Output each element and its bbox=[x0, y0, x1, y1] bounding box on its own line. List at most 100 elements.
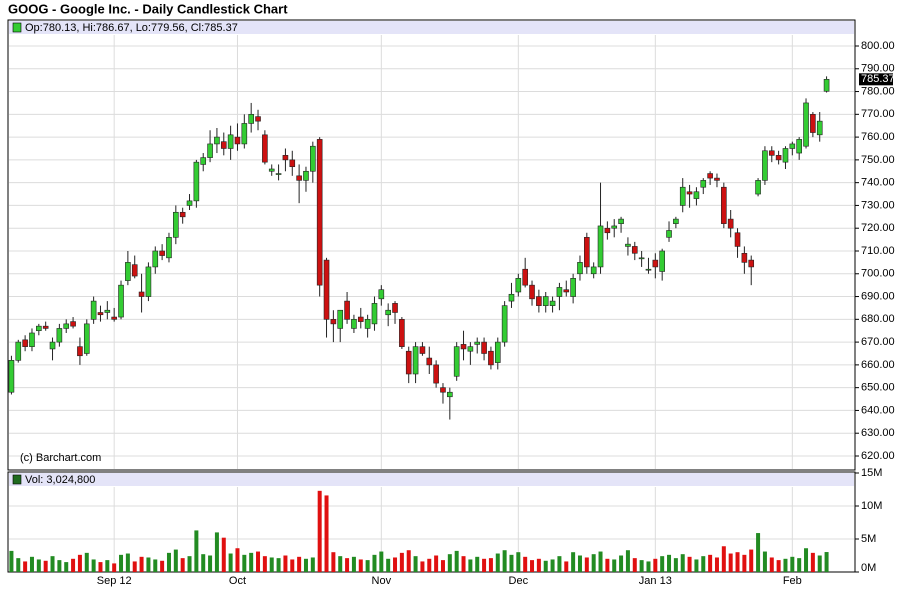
volume-bar bbox=[516, 552, 521, 572]
y-tick-label: 730.00 bbox=[861, 199, 895, 211]
x-tick-label: Feb bbox=[783, 575, 802, 587]
candle-body bbox=[481, 341, 487, 354]
chart-title: GOOG - Google Inc. - Daily Candlestick C… bbox=[8, 1, 288, 16]
volume-bar bbox=[262, 556, 267, 572]
volume-bar bbox=[77, 554, 82, 572]
candle-body bbox=[166, 237, 172, 259]
y-tick-label: 620.00 bbox=[861, 450, 895, 462]
y-tick-label: 690.00 bbox=[861, 290, 895, 302]
volume-bar bbox=[290, 559, 295, 572]
candle-body bbox=[447, 391, 453, 398]
candle-body bbox=[159, 250, 165, 256]
volume-bar bbox=[71, 558, 76, 572]
volume-bar bbox=[440, 560, 445, 572]
volume-bar bbox=[612, 559, 617, 572]
volume-bar bbox=[249, 552, 254, 572]
candle-body bbox=[611, 225, 618, 229]
y-tick-label: 770.00 bbox=[861, 108, 895, 120]
candle-body bbox=[823, 79, 830, 92]
candle-body bbox=[412, 346, 419, 375]
volume-bar bbox=[619, 555, 624, 572]
volume-bar bbox=[317, 490, 322, 572]
candle-body bbox=[323, 259, 330, 320]
volume-bar bbox=[468, 559, 473, 572]
candle-body bbox=[42, 325, 49, 329]
volume-bar bbox=[646, 561, 651, 572]
volume-bar bbox=[694, 559, 699, 572]
volume-bar bbox=[502, 550, 507, 572]
volume-bar bbox=[242, 554, 247, 572]
volume-bar bbox=[139, 556, 144, 572]
volume-bar bbox=[475, 556, 480, 572]
candle-body bbox=[467, 346, 474, 352]
candle-body bbox=[77, 346, 83, 357]
candle-body bbox=[97, 312, 104, 316]
volume-bar bbox=[256, 551, 261, 572]
candle-body bbox=[15, 341, 22, 361]
legend-text: Op:780.13, Hi:786.67, Lo:779.56, Cl:785.… bbox=[25, 22, 238, 34]
volume-y-tick-label: 0M bbox=[861, 562, 876, 574]
volume-bar bbox=[125, 553, 130, 572]
volume-bar bbox=[495, 553, 500, 572]
candle-body bbox=[104, 309, 111, 313]
candle-body bbox=[796, 139, 802, 154]
volume-bar bbox=[420, 561, 425, 572]
candle-body bbox=[693, 191, 700, 199]
candle-body bbox=[193, 161, 200, 202]
candle-body bbox=[56, 328, 63, 343]
legend-strip bbox=[9, 21, 854, 34]
volume-bar bbox=[742, 554, 747, 572]
y-tick-label: 640.00 bbox=[861, 404, 895, 416]
candle-body bbox=[734, 232, 741, 247]
volume-bar bbox=[591, 554, 596, 572]
volume-bar bbox=[351, 556, 356, 572]
candle-body bbox=[529, 284, 535, 300]
candle-body bbox=[296, 175, 302, 181]
y-tick-label: 740.00 bbox=[861, 177, 895, 189]
volume-bar bbox=[29, 556, 34, 572]
candle-body bbox=[707, 173, 713, 179]
volume-bar bbox=[297, 556, 302, 572]
candle-body bbox=[741, 252, 748, 263]
candle-body bbox=[494, 341, 501, 363]
volume-bar bbox=[57, 560, 62, 572]
y-tick-label: 750.00 bbox=[861, 154, 895, 166]
candle-body bbox=[371, 303, 378, 325]
candle-body bbox=[762, 150, 768, 181]
candle-body bbox=[508, 293, 515, 302]
y-tick-label: 670.00 bbox=[861, 336, 895, 348]
candle-body bbox=[241, 123, 248, 145]
volume-bar bbox=[564, 561, 569, 572]
volume-bar bbox=[817, 555, 822, 572]
volume-bar bbox=[91, 559, 96, 572]
volume-bar bbox=[762, 551, 767, 572]
candle-body bbox=[200, 157, 207, 165]
candle-body bbox=[145, 266, 152, 297]
candle-body bbox=[810, 114, 816, 133]
candle-body bbox=[433, 364, 439, 384]
volume-bar bbox=[310, 557, 315, 572]
candle-body bbox=[748, 259, 755, 268]
volume-bar bbox=[173, 549, 178, 572]
volume-bar bbox=[482, 558, 487, 572]
volume-bar bbox=[708, 554, 713, 572]
legend-swatch bbox=[12, 22, 22, 33]
volume-bar bbox=[269, 557, 274, 572]
x-tick-label: Sep 12 bbox=[97, 575, 132, 587]
candle-body bbox=[440, 387, 446, 393]
volume-bar bbox=[194, 530, 199, 572]
volume-bar bbox=[721, 546, 726, 572]
candle-body bbox=[255, 116, 261, 122]
volume-y-tick-label: 10M bbox=[861, 500, 882, 512]
candle-body bbox=[426, 357, 433, 366]
volume-y-tick-label: 5M bbox=[861, 533, 876, 545]
candle-body bbox=[351, 319, 357, 329]
candle-body bbox=[570, 278, 576, 297]
candle-body bbox=[549, 300, 556, 306]
candle-body bbox=[152, 250, 159, 268]
candle-body bbox=[515, 278, 522, 293]
volume-bar bbox=[810, 552, 815, 572]
price-panel bbox=[7, 19, 856, 471]
volume-bar bbox=[680, 554, 685, 572]
